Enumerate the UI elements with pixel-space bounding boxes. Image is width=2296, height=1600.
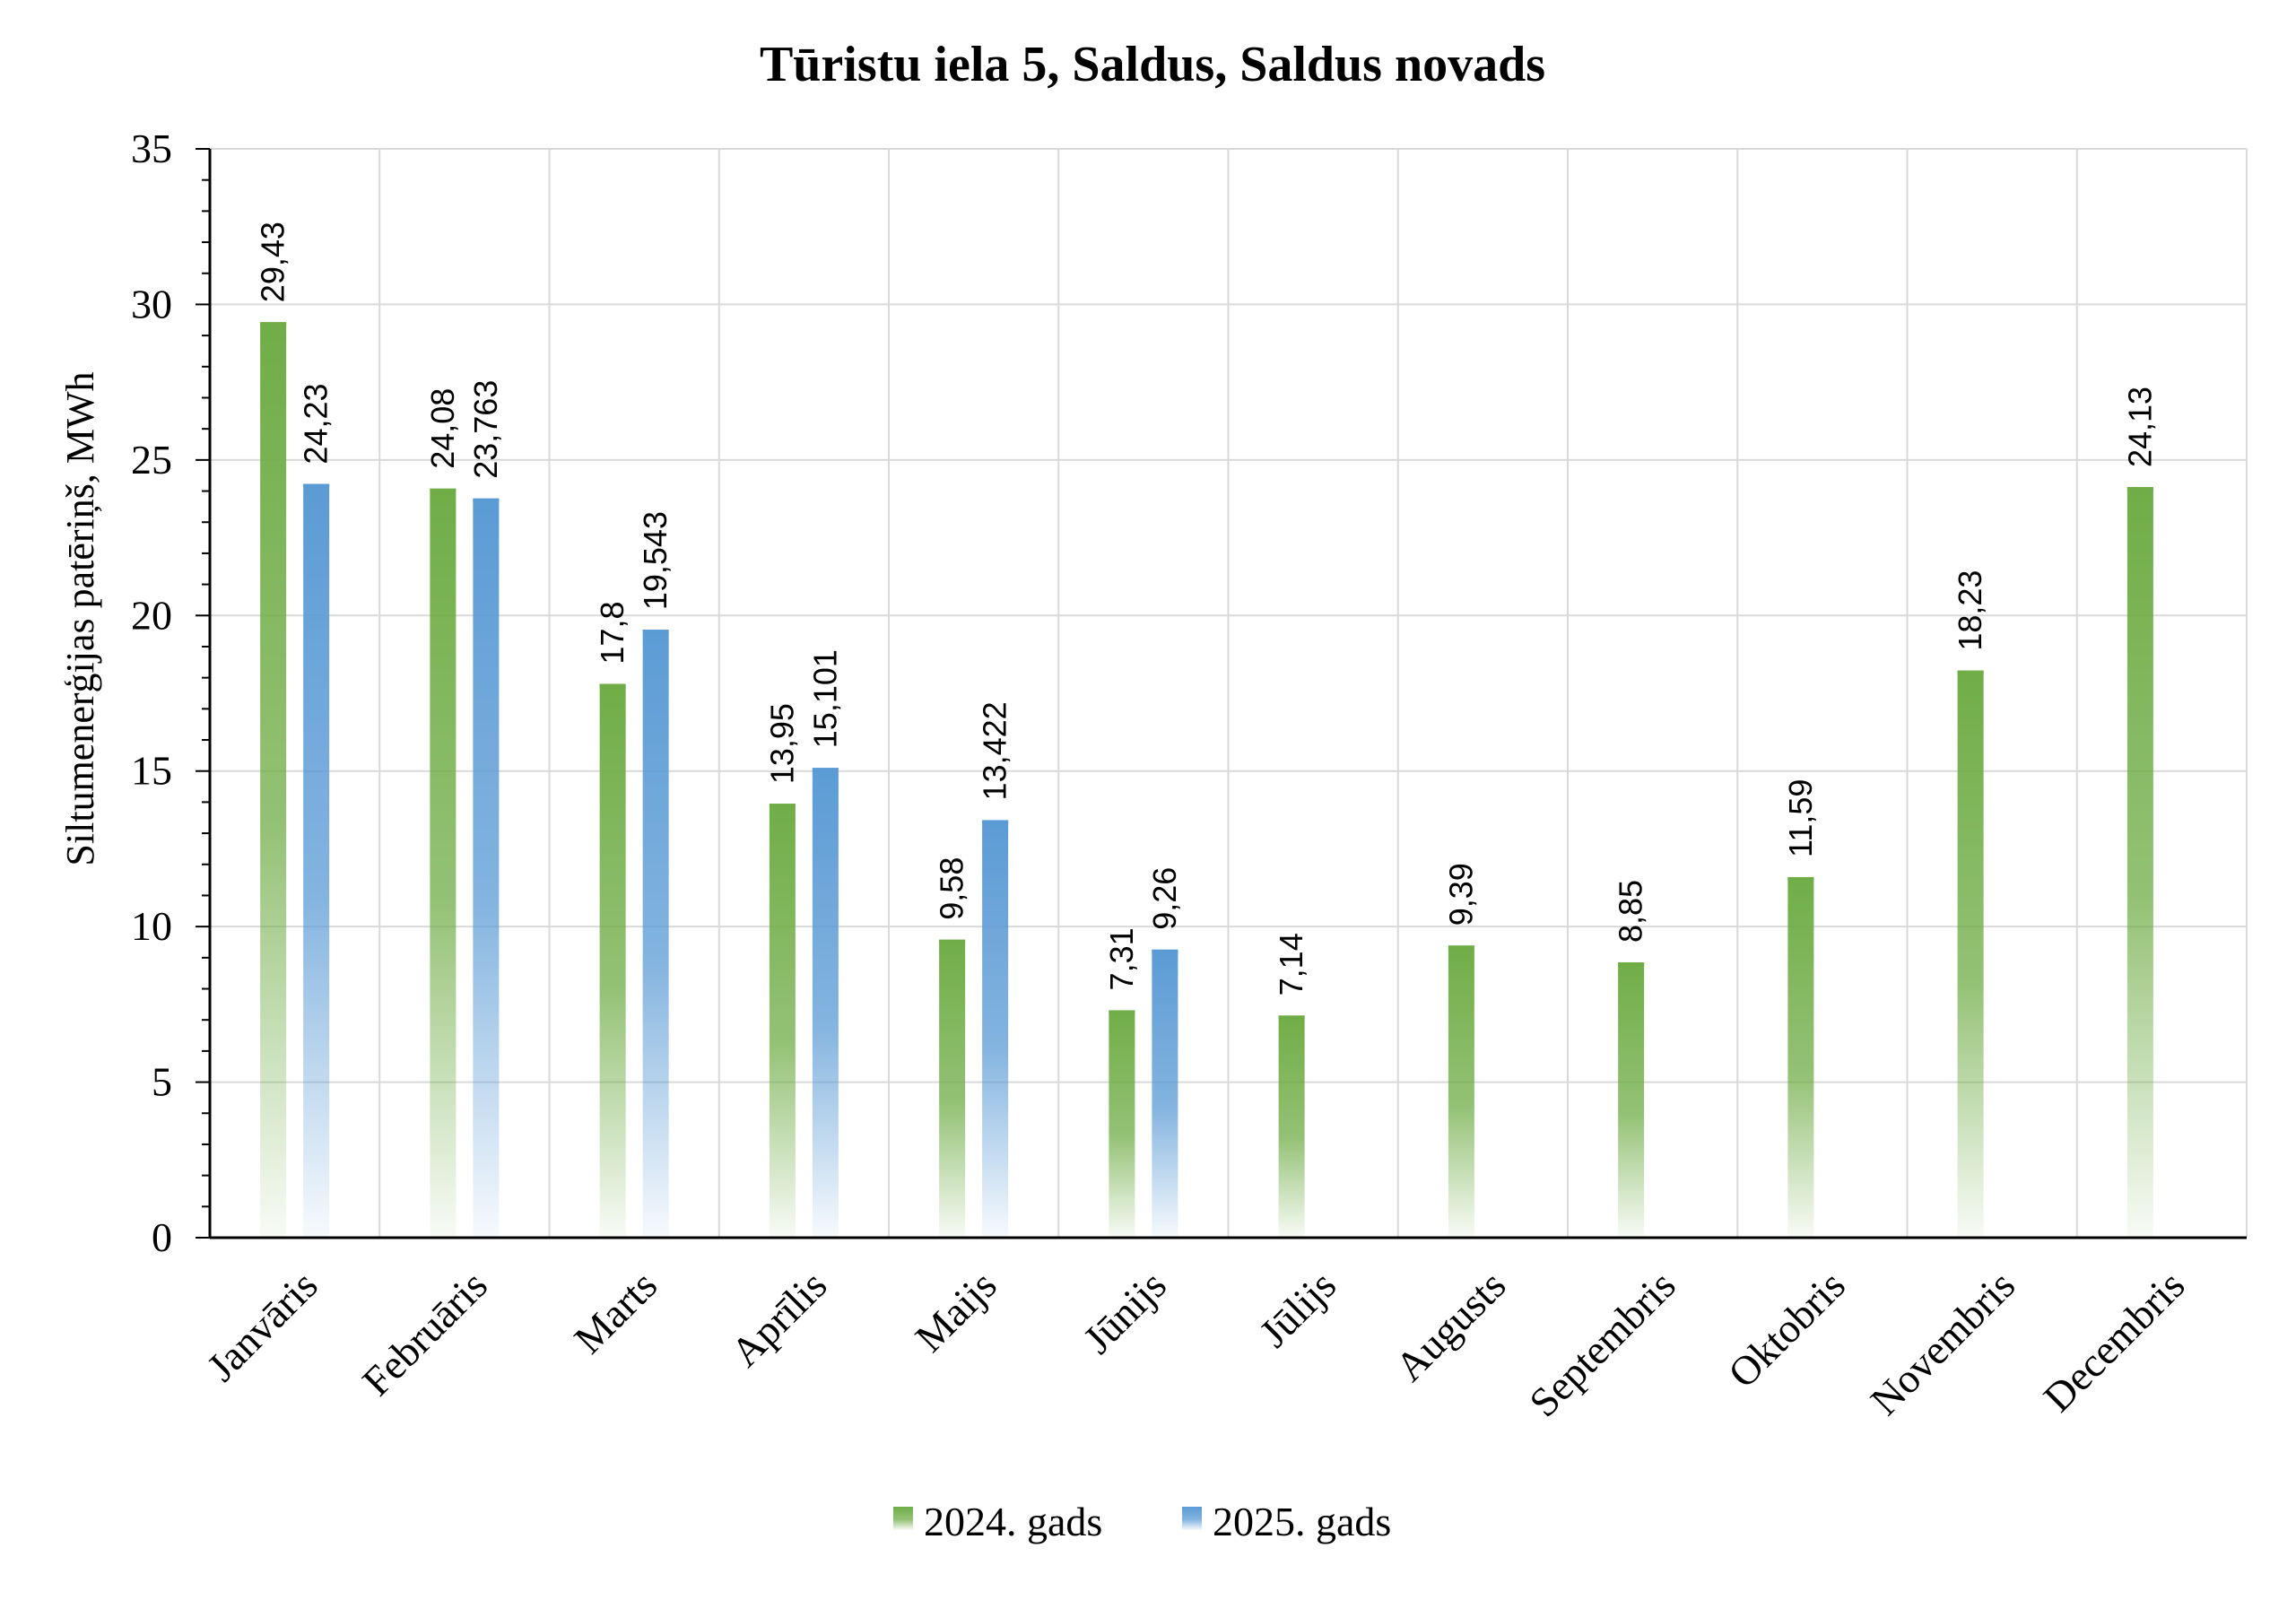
x-tick-label: Jūnijs <box>1074 1262 1175 1362</box>
x-tick-label: Aprīlis <box>722 1262 835 1375</box>
data-label: 7,31 <box>1103 927 1140 990</box>
bar-top-edge <box>303 483 330 488</box>
x-tick-label: Februāris <box>353 1262 496 1404</box>
bar-series-1 <box>939 939 966 1238</box>
data-label: 9,26 <box>1146 867 1183 930</box>
data-label: 8,85 <box>1613 880 1649 943</box>
data-label: 19,543 <box>637 511 674 610</box>
bar-top-edge <box>473 498 500 502</box>
legend-label: 2025. gads <box>1213 1499 1391 1544</box>
legend-swatch <box>1182 1507 1202 1530</box>
y-tick-label: 30 <box>131 281 172 326</box>
bar-top-edge <box>1152 949 1178 953</box>
data-label: 11,59 <box>1782 779 1819 857</box>
data-label: 23,763 <box>467 380 504 479</box>
x-tick-label: Septembris <box>1520 1262 1683 1425</box>
x-tick-label: Novembris <box>1862 1262 2024 1424</box>
y-tick-label: 35 <box>131 126 172 171</box>
x-tick-label: Decembris <box>2034 1262 2193 1421</box>
bar-top-edge <box>1618 962 1645 967</box>
data-label: 13,95 <box>763 703 800 784</box>
data-label: 18,23 <box>1952 570 1988 651</box>
data-label: 29,43 <box>255 222 291 302</box>
bar-top-edge <box>260 322 287 326</box>
y-tick-label: 0 <box>152 1214 172 1260</box>
bar-series-1 <box>1109 1010 1135 1238</box>
grid-layer <box>209 148 2248 1238</box>
data-label: 13,422 <box>977 701 1013 800</box>
bar-series-1 <box>430 488 457 1238</box>
bar-top-edge <box>1448 945 1474 950</box>
y-axis-title: Siltumenerģijas patēriņš, MWh <box>58 371 102 865</box>
y-tick-label: 20 <box>131 592 172 638</box>
bar-top-edge <box>982 820 1009 824</box>
bar-series-1 <box>260 322 287 1238</box>
bar-series-1 <box>769 804 796 1238</box>
bar-top-edge <box>599 683 626 688</box>
bar-top-edge <box>1278 1015 1305 1020</box>
bar-series-2 <box>473 498 500 1238</box>
bar-top-edge <box>939 939 966 943</box>
data-label: 24,08 <box>424 388 461 469</box>
data-label-layer: 29,43 24,23 24,08 23,763 17,819,543 13,95 15,1… <box>255 222 2159 996</box>
x-tick-label: Janvāris <box>198 1262 326 1390</box>
data-label: 9,58 <box>934 857 970 920</box>
bar-series-2 <box>982 820 1009 1238</box>
x-tick-label: Jūlijs <box>1250 1262 1344 1356</box>
bar-series-1 <box>1618 962 1645 1238</box>
bar-top-edge <box>769 804 796 808</box>
x-tick-label: Augusts <box>1387 1262 1515 1390</box>
bar-series-1 <box>1957 670 1984 1238</box>
bar-series-2 <box>303 483 330 1238</box>
bar-top-edge <box>812 768 839 772</box>
y-tick-label: 25 <box>131 437 172 483</box>
data-label: 9,39 <box>1442 863 1479 926</box>
bar-series-2 <box>642 630 669 1238</box>
bar-top-edge <box>1957 670 1984 674</box>
bar-top-edge <box>2126 487 2153 491</box>
legend-swatch <box>893 1507 913 1530</box>
bar-series-1 <box>1278 1015 1305 1238</box>
y-tick-label: 15 <box>131 748 172 794</box>
bar-layer <box>260 322 2153 1238</box>
bar-top-edge <box>430 488 457 492</box>
legend: 2024. gads 2025. gads <box>893 1499 1391 1544</box>
bar-top-edge <box>642 630 669 634</box>
bar-series-2 <box>1152 949 1178 1238</box>
bar-series-2 <box>812 768 839 1238</box>
bar-series-1 <box>1787 876 1814 1238</box>
x-tick-label: Marts <box>565 1262 665 1362</box>
bar-series-1 <box>599 683 626 1238</box>
bar-series-1 <box>1448 945 1474 1238</box>
legend-label: 2024. gads <box>924 1499 1102 1544</box>
data-label: 17,8 <box>594 602 631 665</box>
x-tick-label: Maijs <box>907 1262 1005 1361</box>
bar-top-edge <box>1787 876 1814 881</box>
bar-series-1 <box>2126 487 2153 1238</box>
data-label: 7,14 <box>1273 933 1309 996</box>
bar-top-edge <box>1109 1010 1135 1014</box>
data-label: 24,13 <box>2121 387 2158 467</box>
chart-title: Tūristu iela 5, Saldus, Saldus novads <box>760 37 1545 92</box>
y-tick-label: 10 <box>131 903 172 949</box>
data-label: 24,23 <box>298 383 335 464</box>
x-tick-label: Oktobris <box>1719 1262 1854 1396</box>
y-tick-label: 5 <box>152 1059 172 1105</box>
data-label: 15,101 <box>806 649 843 748</box>
